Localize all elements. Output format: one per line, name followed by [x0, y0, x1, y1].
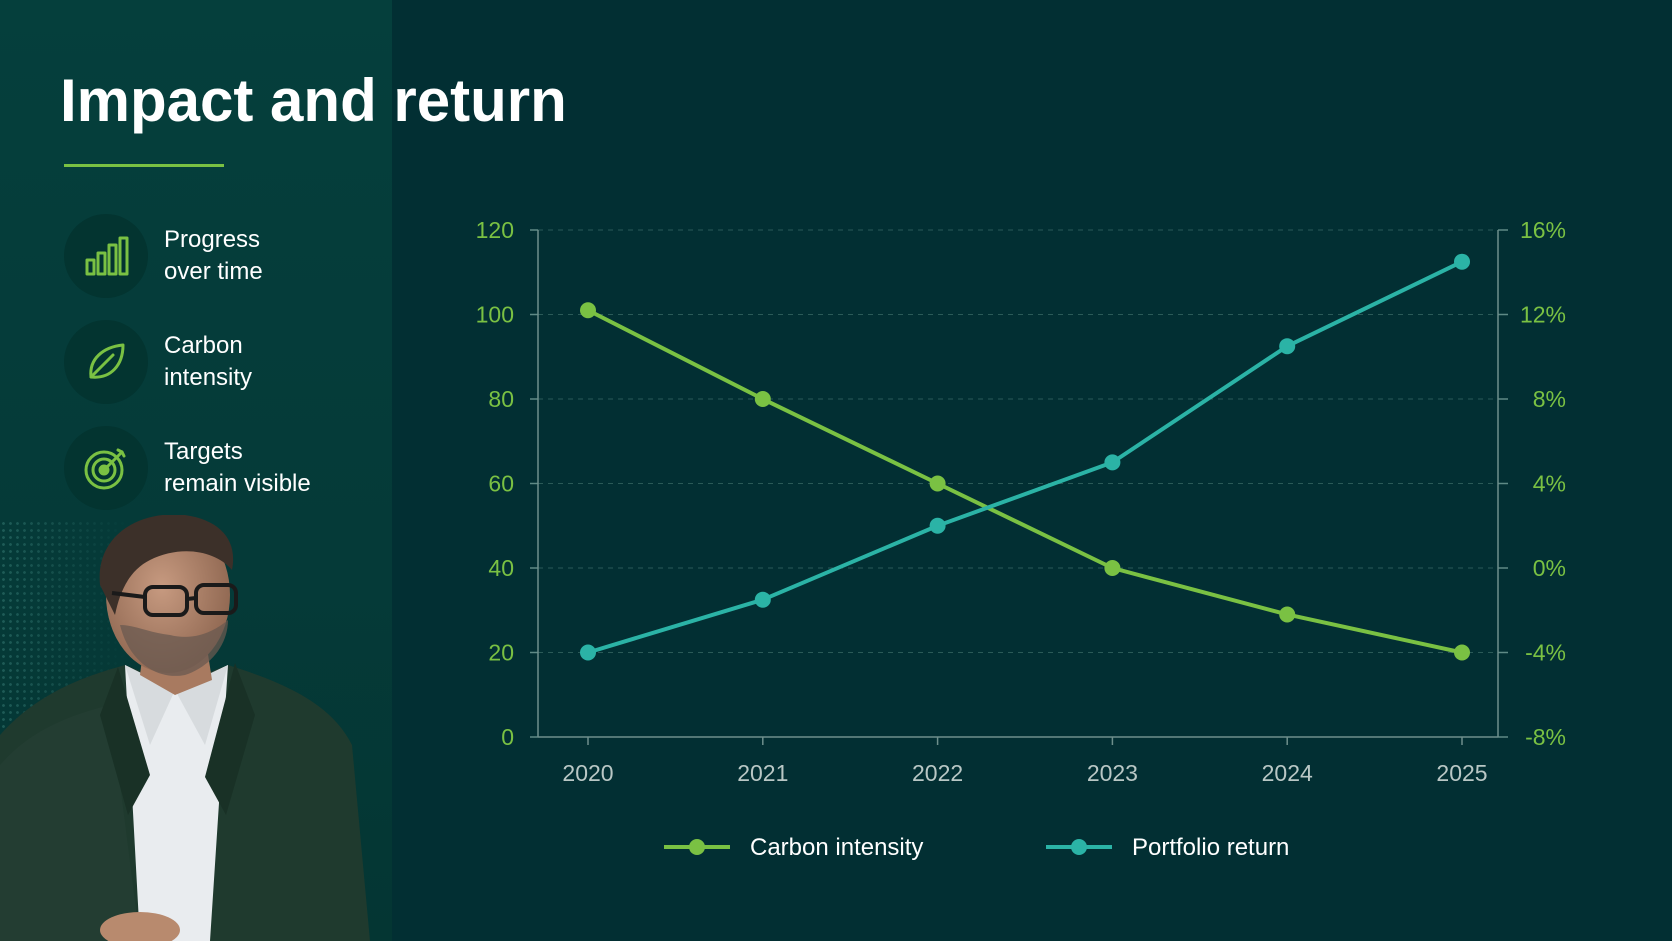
series-1-point [1279, 338, 1296, 355]
series-0-point [580, 302, 596, 319]
series-0-point [754, 391, 771, 407]
x-tick-label: 2024 [1262, 760, 1313, 786]
right-tick-label: 4% [1533, 471, 1566, 497]
feature-label-targets: Targets remain visible [164, 438, 311, 497]
series-line-1 [587, 259, 1463, 655]
x-tick-label: 2021 [737, 760, 788, 786]
right-tick-label: 8% [1533, 386, 1566, 412]
right-tick-label: -4% [1525, 640, 1566, 666]
series-1-point [580, 644, 596, 661]
left-tick-label: 40 [488, 555, 514, 581]
feature-label-carbon: Carbon intensity [164, 332, 253, 391]
series-1-point [929, 517, 946, 534]
right-tick-label: 12% [1520, 302, 1566, 328]
x-tick-label: 2020 [562, 760, 613, 786]
legend-label-1: Portfolio return [1132, 834, 1289, 861]
left-tick-label: 80 [488, 386, 514, 412]
right-tick-label: -8% [1525, 724, 1566, 750]
title-underline [64, 164, 224, 167]
left-tick-label: 20 [488, 640, 514, 666]
leaf-icon [64, 320, 148, 404]
legend-marker-0 [689, 839, 705, 855]
right-tick-label: 0% [1533, 555, 1566, 581]
target-icon [64, 426, 148, 510]
series-1-point [754, 591, 771, 608]
left-tick-label: 60 [488, 471, 514, 497]
feature-targets: Targets remain visible [64, 426, 384, 510]
businessman-photo [0, 515, 370, 941]
left-tick-label: 120 [476, 217, 514, 243]
feature-progress: Progress over time [64, 214, 384, 298]
series-1-point [1454, 253, 1470, 270]
x-tick-label: 2023 [1087, 760, 1138, 786]
right-tick-label: 16% [1520, 217, 1566, 243]
series-0-point [929, 475, 946, 492]
series-0-point [1454, 644, 1470, 661]
x-tick-label: 2022 [912, 760, 963, 786]
page-title: Impact and return [60, 67, 567, 134]
feature-label-progress: Progress over time [164, 226, 263, 285]
legend-label-0: Carbon intensity [750, 834, 923, 861]
left-tick-label: 0 [501, 724, 514, 750]
x-tick-label: 2025 [1436, 760, 1487, 786]
feature-carbon: Carbon intensity [64, 320, 384, 404]
bar-chart-icon [64, 214, 148, 298]
series-1-point [1104, 454, 1121, 471]
series-0-point [1279, 606, 1296, 623]
left-tick-label: 100 [476, 302, 514, 328]
series-0-point [1104, 560, 1121, 576]
legend-marker-1 [1071, 839, 1087, 855]
series-line-0 [587, 308, 1463, 655]
